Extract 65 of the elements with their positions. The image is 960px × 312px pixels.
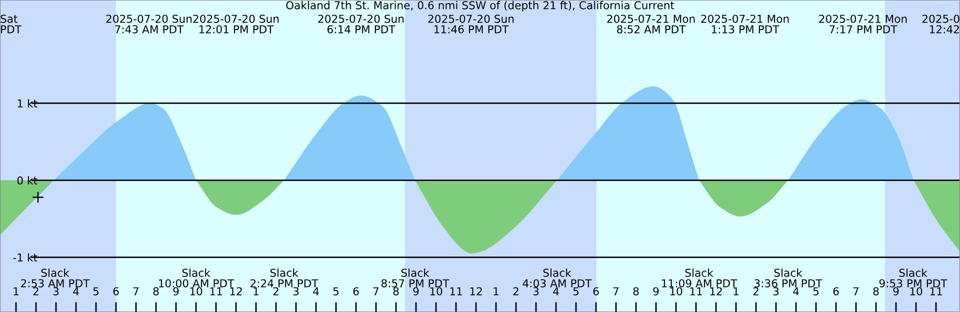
- annotation: 2025-07-20 Sun 7:43 AM PDT: [106, 14, 192, 34]
- x-tick-label: 12: [470, 287, 482, 296]
- x-tick-label: 11: [930, 287, 942, 296]
- annotation: 2025-07-20 Sun 11:46 PM PDT: [428, 14, 514, 34]
- annotation: Slack 10:00 AM PDT: [159, 268, 234, 288]
- x-tick-label: 12: [230, 287, 242, 296]
- x-tick-label: 7: [373, 287, 379, 296]
- x-tick-label: 4: [313, 287, 319, 296]
- x-tick-label: 6: [113, 287, 119, 296]
- x-tick-label: 4: [553, 287, 559, 296]
- x-tick-label: 8: [153, 287, 159, 296]
- x-tick-label: 5: [573, 287, 578, 296]
- x-tick-label: 1: [254, 287, 258, 296]
- x-tick-label: 10: [430, 287, 442, 296]
- x-tick-label: 3: [533, 287, 539, 296]
- annotation: Slack 8:57 PM PDT: [381, 268, 450, 288]
- x-tick-label: 11: [690, 287, 702, 296]
- annotation: Slack 3:36 PM PDT: [754, 268, 822, 288]
- annotation: 2025-07-21 Mon 7:17 PM PDT: [819, 14, 907, 34]
- x-tick-label: 8: [633, 287, 639, 296]
- x-tick-label: 3: [53, 287, 59, 296]
- x-tick-label: 7: [613, 287, 619, 296]
- x-tick-label: 1: [494, 287, 498, 296]
- x-tick-label: 10: [670, 287, 682, 296]
- x-tick-label: 2: [753, 287, 758, 296]
- x-tick-label: 1: [734, 287, 738, 296]
- x-tick-label: 2: [513, 287, 518, 296]
- annotation: 2025-07-20 Sun 6:14 PM PDT: [318, 14, 404, 34]
- x-tick-label: 10: [910, 287, 922, 296]
- x-tick-label: 8: [873, 287, 879, 296]
- annotation: 2025-07-21 Mon 8:52 AM PDT: [607, 14, 695, 34]
- x-tick-label: 3: [773, 287, 779, 296]
- x-tick-label: 3: [293, 287, 299, 296]
- annotation: Slack 4:03 AM PDT: [522, 268, 592, 288]
- annotation: 2025-0 12:42: [922, 14, 960, 34]
- x-tick-label: 10: [190, 287, 202, 296]
- x-tick-label: 2: [33, 287, 38, 296]
- x-tick-label: 7: [853, 287, 859, 296]
- x-tick-label: 12: [710, 287, 722, 296]
- x-tick-label: 6: [353, 287, 359, 296]
- x-tick-label: 9: [173, 287, 179, 296]
- x-tick-label: 7: [133, 287, 139, 296]
- x-tick-label: 9: [893, 287, 899, 296]
- x-tick-label: 2: [273, 287, 278, 296]
- x-tick-label: 5: [333, 287, 338, 296]
- annotation: Slack 2:24 PM PDT: [250, 268, 318, 288]
- x-tick-label: 4: [73, 287, 79, 296]
- annotation: 2025-07-20 Sun 12:01 PM PDT: [193, 14, 279, 34]
- x-tick-label: 11: [450, 287, 462, 296]
- annotation: Sat PDT: [0, 14, 22, 34]
- x-tick-label: 6: [833, 287, 839, 296]
- chart-title: Oakland 7th St. Marine, 0.6 nmi SSW of (depth 21 ft), California Current: [286, 0, 674, 12]
- x-tick-label: 9: [413, 287, 419, 296]
- x-tick-label: 5: [93, 287, 98, 296]
- x-tick-label: 11: [210, 287, 222, 296]
- x-tick-label: 6: [593, 287, 599, 296]
- x-tick-label: 4: [793, 287, 799, 296]
- annotation: Slack 11:09 AM PDT: [662, 268, 738, 288]
- annotation: Slack 9:53 PM PDT: [879, 268, 948, 288]
- annotation: 2025-07-21 Mon 1:13 PM PDT: [701, 14, 789, 34]
- x-tick-label: 1: [14, 287, 18, 296]
- x-tick-label: 5: [813, 287, 818, 296]
- annotation: Slack 2:53 AM PDT: [21, 268, 90, 288]
- x-tick-label: 8: [393, 287, 399, 296]
- x-tick-label: 9: [653, 287, 659, 296]
